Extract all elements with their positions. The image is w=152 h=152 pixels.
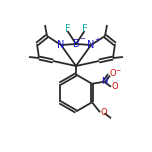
Text: N: N <box>87 40 95 50</box>
Text: O: O <box>100 108 107 117</box>
Text: N: N <box>57 40 65 50</box>
Text: +: + <box>94 37 100 43</box>
Text: −: − <box>116 67 121 72</box>
Text: O: O <box>111 82 118 91</box>
Text: F: F <box>82 24 87 35</box>
Text: N: N <box>101 77 107 86</box>
Text: O: O <box>109 69 116 78</box>
Text: F: F <box>65 24 70 35</box>
Text: B: B <box>73 39 79 49</box>
Text: −: − <box>79 36 85 42</box>
